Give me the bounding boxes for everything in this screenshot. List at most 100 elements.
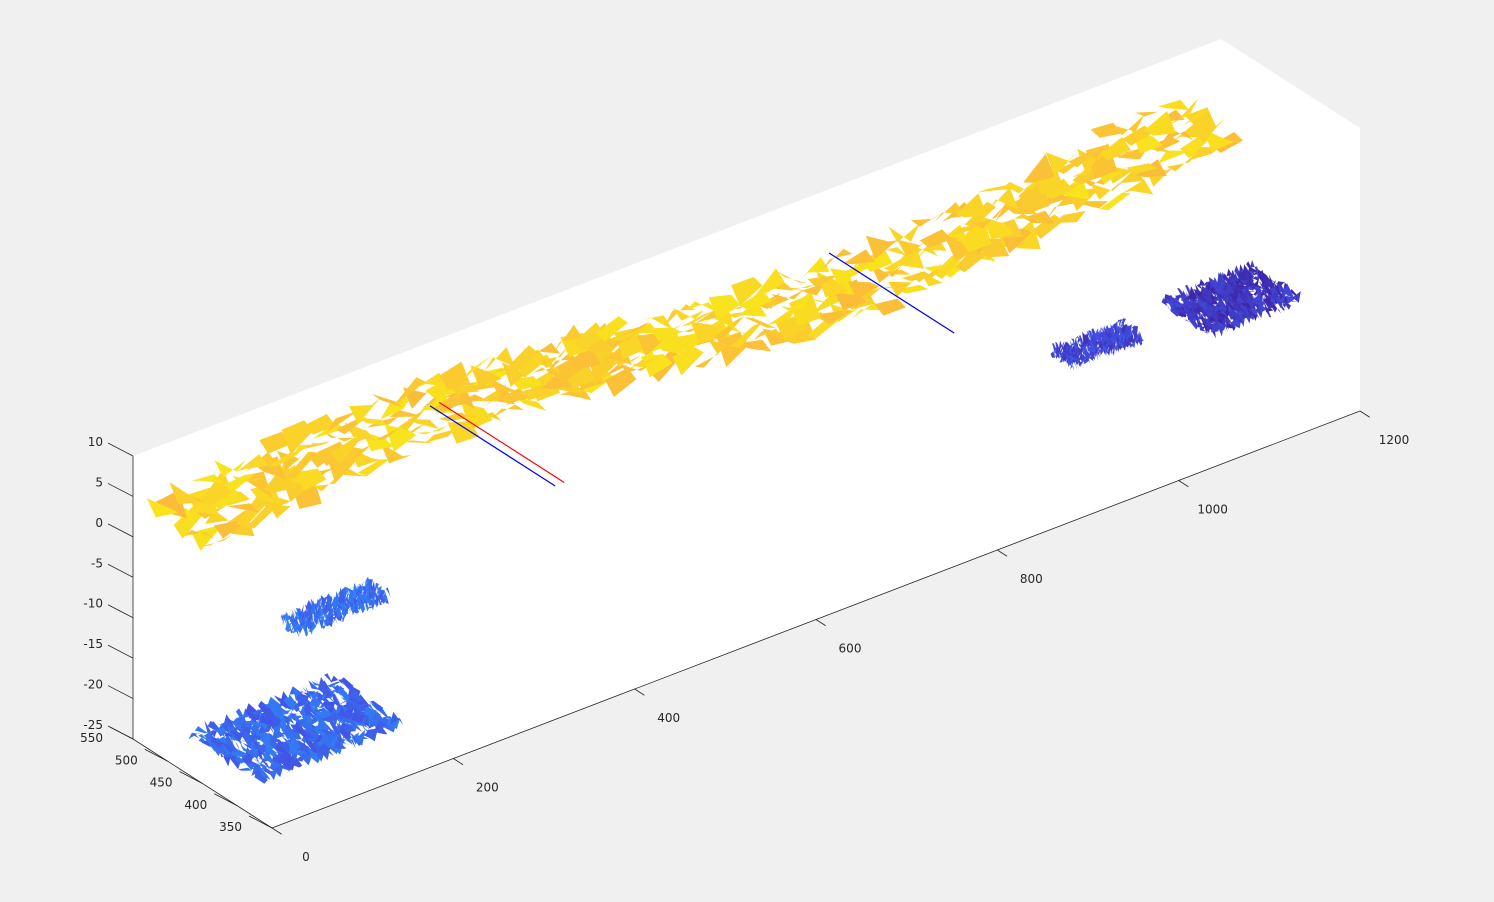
surface-face <box>270 702 284 709</box>
surface-face <box>1184 319 1194 324</box>
surface-face <box>311 681 325 687</box>
surface-face <box>1086 331 1092 341</box>
surface-face <box>333 739 347 749</box>
surface-face <box>811 290 844 315</box>
surface-face <box>802 295 835 306</box>
x-tick <box>453 758 464 766</box>
surface-face <box>672 347 704 376</box>
surface-face <box>363 706 377 718</box>
surface-face <box>379 589 385 598</box>
surface-face <box>1165 297 1175 307</box>
surface-face <box>852 302 884 319</box>
surface-face <box>1133 326 1138 340</box>
surface-face <box>749 292 781 309</box>
surface-face <box>361 599 367 608</box>
surface-face <box>807 275 839 288</box>
surface-face <box>1201 304 1210 308</box>
surface-face <box>299 698 313 716</box>
surface-face <box>1226 268 1236 282</box>
surface-face <box>1130 325 1135 330</box>
surface-face <box>1220 322 1230 330</box>
surface-face <box>294 609 299 619</box>
surface-face <box>888 223 920 243</box>
surface-face <box>1230 269 1240 286</box>
surface-face <box>240 745 254 756</box>
surface-face <box>1112 345 1118 351</box>
surface-face <box>492 367 525 374</box>
surface-face <box>325 704 339 726</box>
surface-face <box>239 711 253 728</box>
surface-face <box>1238 264 1248 281</box>
surface-face <box>1245 294 1255 299</box>
z-tick-label: -5 <box>91 556 103 570</box>
surface-face <box>293 612 298 622</box>
y-tick-label: 550 <box>80 731 103 745</box>
surface-face <box>358 417 390 426</box>
surface-face <box>1196 294 1205 305</box>
surface-face <box>310 616 316 625</box>
surface-face <box>1197 323 1207 326</box>
surface-face <box>829 257 862 286</box>
x-tick-label: 600 <box>839 642 862 656</box>
surface-face <box>1237 300 1247 315</box>
surface-face <box>288 623 294 634</box>
surface-face <box>362 585 367 596</box>
surface-face <box>339 599 345 607</box>
z-tick <box>107 563 134 578</box>
surface-patch <box>279 576 391 638</box>
surface-face <box>1195 283 1204 296</box>
y-tick <box>179 771 203 784</box>
surface-face <box>331 436 363 464</box>
surface-face <box>1081 340 1087 345</box>
surface-face <box>267 498 300 519</box>
surface-face <box>627 323 660 334</box>
surface-face <box>324 596 330 609</box>
surface-patch <box>1050 318 1144 372</box>
surface-face <box>1118 319 1123 329</box>
surface-face <box>255 730 269 739</box>
surface-face <box>306 600 312 615</box>
surface-face <box>346 587 352 603</box>
surface-face <box>1213 283 1223 298</box>
y-tick-label: 400 <box>184 798 207 812</box>
surface-face <box>332 603 338 611</box>
surface-face <box>1080 344 1085 348</box>
z-tick <box>107 483 134 497</box>
x-tick-label: 1200 <box>1379 433 1410 447</box>
annotation-line <box>429 405 556 487</box>
surface-face <box>519 386 552 401</box>
surface-face <box>1189 286 1198 299</box>
surface-face <box>328 603 334 609</box>
surface-face <box>785 283 817 290</box>
surface-face <box>987 187 1019 212</box>
x-tick <box>634 688 645 696</box>
surface-face <box>234 746 248 758</box>
surface-face <box>739 339 772 352</box>
surface-face <box>407 419 439 429</box>
y-tick-label: 350 <box>219 820 242 834</box>
surface-face <box>349 397 381 425</box>
z-tick-label: -25 <box>83 718 103 732</box>
surface-face <box>330 607 336 611</box>
z-tick-label: 5 <box>95 475 103 489</box>
surface-face <box>334 591 340 606</box>
surface-face <box>305 611 311 621</box>
surface-face <box>1077 141 1109 175</box>
surface-face <box>1014 213 1046 225</box>
surface-face <box>1070 343 1076 358</box>
x-tick-label: 1000 <box>1197 503 1228 517</box>
surface-face <box>596 364 628 384</box>
surface-face <box>362 595 367 600</box>
surface-face <box>1068 149 1100 168</box>
surface-face <box>343 591 349 604</box>
surface-face <box>345 720 359 732</box>
surface-face <box>305 608 311 616</box>
surface-face <box>1199 311 1208 321</box>
surface-face <box>316 597 322 609</box>
surface-face <box>1247 291 1257 292</box>
surface-face <box>474 384 507 402</box>
surface-face <box>573 322 606 352</box>
surface-face <box>286 451 318 479</box>
surface-face <box>249 717 263 728</box>
surface-face <box>1099 326 1104 336</box>
